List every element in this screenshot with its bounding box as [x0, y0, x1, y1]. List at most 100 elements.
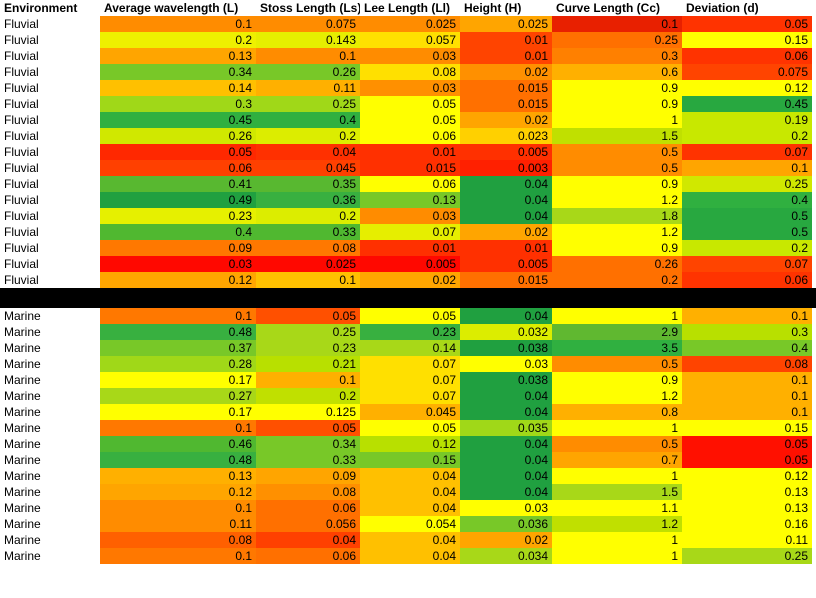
value-cell[interactable]: 0.1: [552, 16, 682, 32]
value-cell[interactable]: 0.034: [460, 548, 552, 564]
value-cell[interactable]: 0.14: [100, 80, 256, 96]
value-cell[interactable]: 0.005: [460, 256, 552, 272]
value-cell[interactable]: 0.06: [682, 48, 812, 64]
header-stoss-length[interactable]: Stoss Length (Ls): [256, 0, 360, 16]
environment-cell[interactable]: Fluvial: [0, 32, 100, 48]
environment-cell[interactable]: Marine: [0, 468, 100, 484]
value-cell[interactable]: 0.04: [360, 548, 460, 564]
value-cell[interactable]: 0.21: [256, 356, 360, 372]
value-cell[interactable]: 0.34: [256, 436, 360, 452]
value-cell[interactable]: 0.6: [552, 64, 682, 80]
value-cell[interactable]: 0.05: [100, 144, 256, 160]
value-cell[interactable]: 0.13: [682, 500, 812, 516]
value-cell[interactable]: 0.1: [100, 500, 256, 516]
header-average-wavelength[interactable]: Average wavelength (L): [100, 0, 256, 16]
value-cell[interactable]: 0.04: [360, 532, 460, 548]
value-cell[interactable]: 1.2: [552, 516, 682, 532]
value-cell[interactable]: 0.01: [460, 240, 552, 256]
value-cell[interactable]: 0.3: [682, 324, 812, 340]
value-cell[interactable]: 1: [552, 420, 682, 436]
value-cell[interactable]: 0.005: [360, 256, 460, 272]
value-cell[interactable]: 0.125: [256, 404, 360, 420]
value-cell[interactable]: 0.08: [682, 356, 812, 372]
value-cell[interactable]: 0.11: [682, 532, 812, 548]
value-cell[interactable]: 0.04: [460, 308, 552, 324]
value-cell[interactable]: 0.08: [100, 532, 256, 548]
value-cell[interactable]: 0.12: [100, 484, 256, 500]
value-cell[interactable]: 0.02: [460, 532, 552, 548]
value-cell[interactable]: 0.05: [682, 436, 812, 452]
environment-cell[interactable]: Marine: [0, 516, 100, 532]
value-cell[interactable]: 0.04: [460, 436, 552, 452]
value-cell[interactable]: 0.9: [552, 372, 682, 388]
value-cell[interactable]: 0.5: [552, 436, 682, 452]
value-cell[interactable]: 0.33: [256, 224, 360, 240]
value-cell[interactable]: 0.07: [682, 144, 812, 160]
value-cell[interactable]: 0.02: [460, 64, 552, 80]
value-cell[interactable]: 0.07: [360, 356, 460, 372]
value-cell[interactable]: 0.025: [360, 16, 460, 32]
value-cell[interactable]: 0.02: [460, 112, 552, 128]
value-cell[interactable]: 0.1: [256, 372, 360, 388]
environment-cell[interactable]: Marine: [0, 324, 100, 340]
value-cell[interactable]: 0.2: [256, 128, 360, 144]
value-cell[interactable]: 0.5: [682, 208, 812, 224]
value-cell[interactable]: 0.9: [552, 96, 682, 112]
value-cell[interactable]: 0.2: [100, 32, 256, 48]
environment-cell[interactable]: Marine: [0, 436, 100, 452]
value-cell[interactable]: 0.12: [360, 436, 460, 452]
value-cell[interactable]: 0.2: [682, 128, 812, 144]
value-cell[interactable]: 0.8: [552, 404, 682, 420]
value-cell[interactable]: 1: [552, 468, 682, 484]
value-cell[interactable]: 1.2: [552, 388, 682, 404]
value-cell[interactable]: 0.48: [100, 324, 256, 340]
environment-cell[interactable]: Marine: [0, 452, 100, 468]
value-cell[interactable]: 0.26: [100, 128, 256, 144]
value-cell[interactable]: 0.05: [256, 420, 360, 436]
environment-cell[interactable]: Fluvial: [0, 192, 100, 208]
value-cell[interactable]: 0.11: [256, 80, 360, 96]
value-cell[interactable]: 0.35: [256, 176, 360, 192]
value-cell[interactable]: 0.09: [256, 468, 360, 484]
value-cell[interactable]: 0.06: [682, 272, 812, 288]
value-cell[interactable]: 0.05: [682, 452, 812, 468]
value-cell[interactable]: 0.3: [552, 48, 682, 64]
value-cell[interactable]: 0.005: [460, 144, 552, 160]
value-cell[interactable]: 0.03: [460, 356, 552, 372]
value-cell[interactable]: 0.025: [256, 256, 360, 272]
value-cell[interactable]: 0.025: [460, 16, 552, 32]
value-cell[interactable]: 0.1: [100, 420, 256, 436]
value-cell[interactable]: 0.4: [256, 112, 360, 128]
value-cell[interactable]: 0.26: [552, 256, 682, 272]
environment-cell[interactable]: Fluvial: [0, 160, 100, 176]
value-cell[interactable]: 0.1: [682, 372, 812, 388]
value-cell[interactable]: 0.33: [256, 452, 360, 468]
environment-cell[interactable]: Fluvial: [0, 128, 100, 144]
value-cell[interactable]: 0.37: [100, 340, 256, 356]
value-cell[interactable]: 0.2: [256, 388, 360, 404]
value-cell[interactable]: 0.36: [256, 192, 360, 208]
value-cell[interactable]: 0.3: [100, 96, 256, 112]
value-cell[interactable]: 0.02: [360, 272, 460, 288]
value-cell[interactable]: 0.48: [100, 452, 256, 468]
value-cell[interactable]: 0.143: [256, 32, 360, 48]
value-cell[interactable]: 0.06: [360, 128, 460, 144]
value-cell[interactable]: 0.01: [360, 240, 460, 256]
value-cell[interactable]: 0.15: [682, 420, 812, 436]
value-cell[interactable]: 0.12: [100, 272, 256, 288]
value-cell[interactable]: 0.2: [256, 208, 360, 224]
value-cell[interactable]: 0.06: [100, 160, 256, 176]
value-cell[interactable]: 0.1: [100, 548, 256, 564]
value-cell[interactable]: 1: [552, 532, 682, 548]
value-cell[interactable]: 0.04: [460, 484, 552, 500]
header-lee-length[interactable]: Lee Length (Ll): [360, 0, 460, 16]
value-cell[interactable]: 0.04: [460, 452, 552, 468]
value-cell[interactable]: 0.05: [256, 308, 360, 324]
value-cell[interactable]: 0.13: [360, 192, 460, 208]
value-cell[interactable]: 0.13: [100, 48, 256, 64]
value-cell[interactable]: 0.1: [682, 160, 812, 176]
value-cell[interactable]: 0.27: [100, 388, 256, 404]
environment-cell[interactable]: Fluvial: [0, 240, 100, 256]
value-cell[interactable]: 0.45: [100, 112, 256, 128]
environment-cell[interactable]: Fluvial: [0, 112, 100, 128]
